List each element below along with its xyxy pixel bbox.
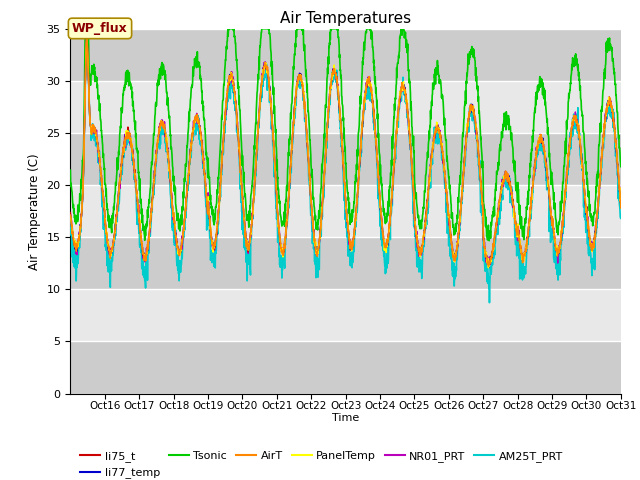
Bar (70, 341, 621, 394)
Title: Air Temperatures: Air Temperatures (280, 11, 411, 26)
Bar (70, 237, 621, 289)
Text: WP_flux: WP_flux (72, 22, 128, 35)
Bar (70, 289, 621, 341)
Bar (70, 133, 621, 185)
X-axis label: Time: Time (332, 413, 359, 422)
Legend: li75_t, li77_temp, Tsonic, AirT, PanelTemp, NR01_PRT, AM25T_PRT: li75_t, li77_temp, Tsonic, AirT, PanelTe… (76, 446, 568, 480)
Bar (70, 29, 621, 81)
Bar (70, 81, 621, 133)
Y-axis label: Air Temperature (C): Air Temperature (C) (28, 153, 41, 269)
Bar (70, 185, 621, 237)
